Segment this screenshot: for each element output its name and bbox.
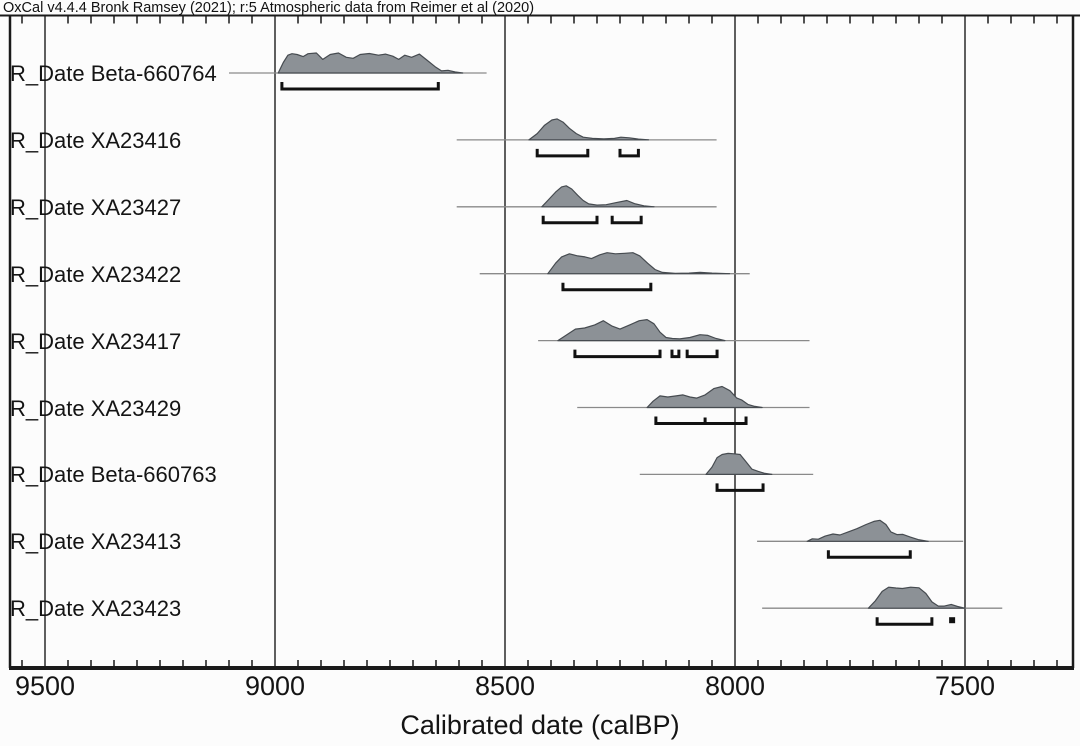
range-bracket [573,349,662,359]
x-tick-label-7500: 7500 [934,671,996,701]
probability-distribution [547,252,731,275]
row-label-1: R_Date Beta-660764 [10,61,217,86]
probability-distribution [541,185,655,208]
range-bracket [654,416,748,425]
range-bracket [280,82,440,91]
range-dot [949,617,956,624]
range-bracket [715,483,765,492]
x-tick-label-8500: 8500 [474,671,536,701]
probability-distribution [557,319,726,342]
range-bracket [535,148,590,158]
range-bracket [541,215,599,225]
row-label-3: R_Date XA23427 [10,194,182,220]
row-label-2: R_Date XA23416 [10,127,182,153]
range-bracket [610,215,643,225]
probability-distribution [646,385,763,409]
row-label-6: R_Date XA23429 [10,395,182,421]
range-bracket [875,617,934,626]
probability-distribution [277,52,464,74]
probability-distribution [528,118,650,141]
range-bracket [618,148,640,158]
row-label-8: R_Date XA23413 [10,529,182,555]
range-bracket [670,349,681,359]
x-tick-label-8000: 8000 [704,671,766,701]
x-tick-label-9500: 9500 [14,671,76,701]
probability-distribution [867,586,966,609]
range-bracket [561,282,653,292]
range-bracket [685,349,719,359]
probability-distribution [806,519,929,542]
row-label-5: R_Date XA23417 [10,328,182,354]
range-bracket [826,550,912,559]
oxcal-credit-text: OxCal v4.4.4 Bronk Ramsey (2021); r:5 At… [3,0,535,16]
x-axis-title: Calibrated date (calBP) [400,710,680,740]
probability-distribution [705,452,773,475]
row-label-7: R_Date Beta-660763 [10,462,217,488]
x-tick-label-9000: 9000 [244,671,306,701]
row-label-9: R_Date XA23423 [10,596,182,622]
row-label-4: R_Date XA23422 [10,261,182,287]
